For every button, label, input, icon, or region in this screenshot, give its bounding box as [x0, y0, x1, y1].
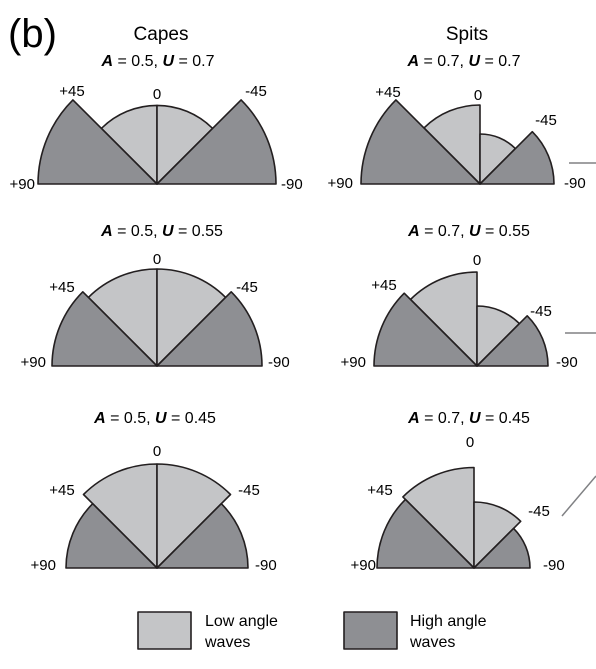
angle-label-neg45: -45: [245, 83, 267, 100]
high-angle-sector-right: [479, 130, 555, 185]
high-angle-sector-left: [65, 502, 158, 569]
low-angle-sector-left: [409, 271, 478, 367]
angle-label-0: 0: [473, 252, 481, 269]
low-angle-sector-left: [402, 466, 475, 569]
low-angle-sector-right: [156, 104, 214, 185]
legend-swatch-high: [343, 611, 398, 650]
angle-label-pos90: +90: [31, 557, 56, 574]
angle-label-pos90: +90: [10, 176, 35, 193]
angle-label-neg90: -90: [281, 176, 303, 193]
angle-label-pos45: +45: [49, 279, 74, 296]
legend-label-low: Low angle waves: [204, 613, 282, 651]
high-angle-sector-left: [37, 99, 158, 185]
angle-label-0: 0: [466, 434, 474, 451]
diagram-spits-3: 0 +45 -45 +90 -90: [351, 434, 596, 574]
low-angle-sector-left: [82, 463, 158, 569]
diagram-capes-2: 0 +45 -45 +90 -90: [21, 251, 290, 371]
legend-swatch-low: [137, 611, 192, 650]
high-angle-sector-right: [156, 502, 249, 569]
angle-label-neg45: -45: [535, 112, 557, 129]
angle-label-pos90: +90: [21, 354, 46, 371]
angle-label-pos45: +45: [367, 482, 392, 499]
angle-label-neg45: -45: [530, 303, 552, 320]
diagram-spits-2: 0 +45 -45 +90 -90: [341, 252, 596, 371]
angle-label-neg45: -45: [528, 503, 550, 520]
diagram-capes-1: 0 +45 -45 +90 -90: [10, 83, 303, 193]
params-spits-2: A = 0.7, U = 0.55: [407, 223, 530, 240]
angle-label-pos90: +90: [328, 175, 353, 192]
diagram-capes-3: 0 +45 -45 +90 -90: [31, 443, 277, 574]
angle-label-pos45: +45: [371, 277, 396, 294]
params-spits-1: A = 0.7, U = 0.7: [407, 53, 521, 70]
low-angle-sector-right: [156, 463, 232, 569]
angle-label-pos45: +45: [375, 84, 400, 101]
params-spits-3: A = 0.7, U = 0.45: [407, 410, 530, 427]
low-angle-sector-right: [156, 268, 227, 367]
angle-label-0: 0: [474, 87, 482, 104]
angle-label-neg45: -45: [238, 482, 260, 499]
high-angle-sector-right: [156, 291, 263, 367]
params-capes-2: A = 0.5, U = 0.55: [100, 223, 223, 240]
column-title-capes: Capes: [134, 24, 189, 45]
low-angle-sector-right: [473, 501, 522, 569]
diagram-spits-1: 0 +45 -45 +90 -90: [328, 84, 596, 192]
angle-label-pos90: +90: [341, 354, 366, 371]
high-angle-sector-left: [360, 99, 481, 185]
column-title-spits: Spits: [446, 24, 488, 45]
high-angle-sector-left: [376, 498, 475, 569]
high-angle-sector-left: [373, 292, 478, 367]
angle-label-neg90: -90: [564, 175, 586, 192]
angle-label-neg90: -90: [543, 557, 565, 574]
leader-line: [561, 475, 596, 517]
high-angle-sector-left: [51, 291, 158, 367]
angle-label-neg90: -90: [268, 354, 290, 371]
high-angle-sector-right: [473, 527, 531, 569]
legend: Low angle waves High angle waves: [137, 611, 491, 651]
params-capes-3: A = 0.5, U = 0.45: [93, 410, 216, 427]
high-angle-sector-right: [476, 315, 549, 367]
angle-label-pos45: +45: [59, 83, 84, 100]
angle-label-0: 0: [153, 443, 161, 460]
angle-label-neg90: -90: [255, 557, 277, 574]
panel-label: (b): [8, 12, 57, 56]
high-angle-sector-right: [156, 99, 277, 185]
angle-label-0: 0: [153, 86, 161, 103]
angle-label-pos45: +45: [49, 482, 74, 499]
low-angle-sector-left: [87, 268, 158, 367]
angle-label-pos90: +90: [351, 557, 376, 574]
legend-label-high: High angle waves: [409, 613, 491, 651]
angle-label-0: 0: [153, 251, 161, 268]
angle-label-neg45: -45: [236, 279, 258, 296]
angle-label-neg90: -90: [556, 354, 578, 371]
params-capes-1: A = 0.5, U = 0.7: [101, 53, 215, 70]
low-angle-sector-left: [100, 104, 158, 185]
low-angle-sector-left: [423, 104, 481, 185]
